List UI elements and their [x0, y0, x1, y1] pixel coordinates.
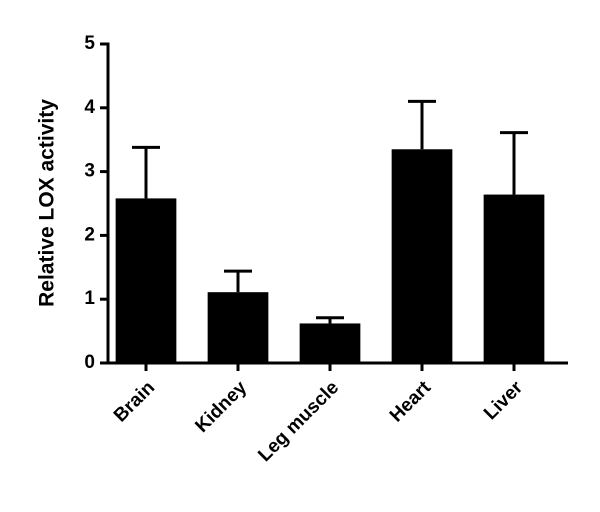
x-tick-label: Brain: [110, 377, 159, 426]
x-tick-label: Heart: [386, 377, 436, 427]
x-tick-label: Kidney: [191, 377, 251, 437]
bar: [391, 149, 453, 363]
bar: [299, 323, 361, 363]
y-tick-label: 5: [84, 33, 95, 54]
bar: [483, 194, 545, 363]
y-tick-label: 3: [84, 161, 95, 182]
bar: [207, 292, 269, 363]
y-tick-label: 4: [84, 97, 95, 118]
x-tick-label: Liver: [480, 377, 527, 424]
y-tick-label: 0: [84, 352, 95, 373]
y-tick-label: 1: [84, 288, 95, 309]
x-tick-label: Leg muscle: [254, 377, 343, 466]
y-tick-label: 2: [84, 224, 95, 245]
y-axis-label: Relative LOX activity: [36, 99, 59, 307]
bar: [115, 198, 177, 363]
